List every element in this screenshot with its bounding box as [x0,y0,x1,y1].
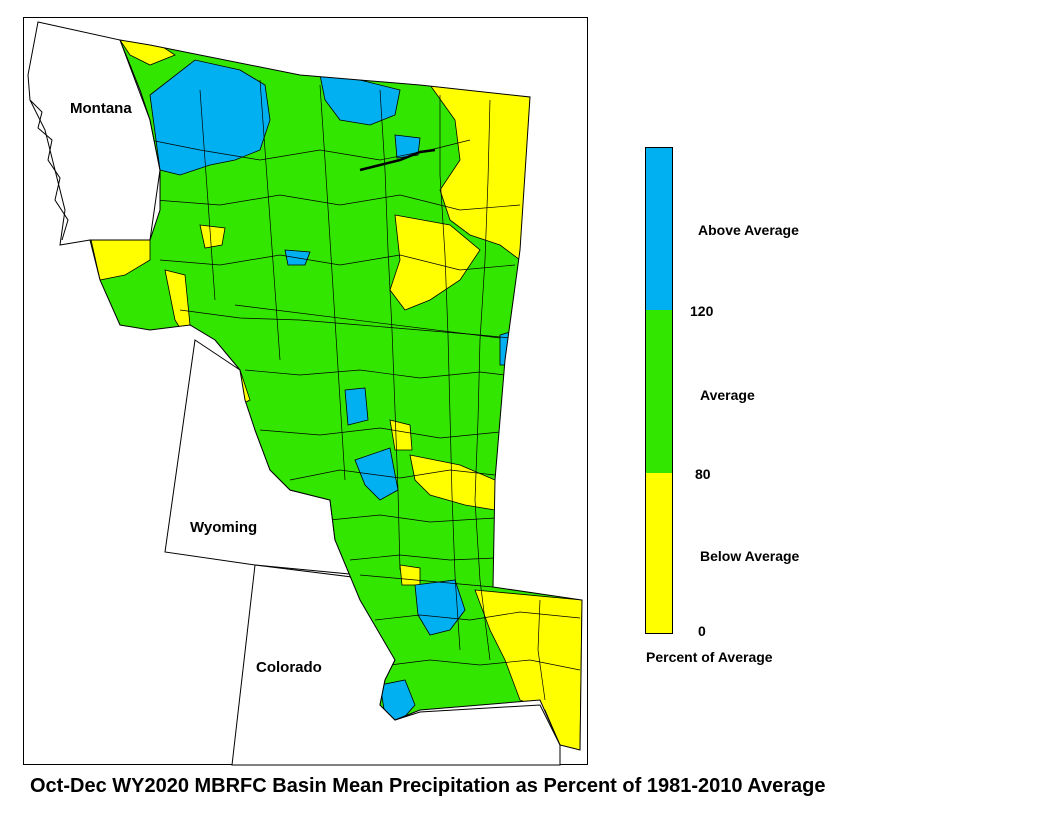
above-central-dot [284,249,311,266]
legend-swatch-above [646,148,672,310]
legend-color-bar [645,147,673,634]
above-wy-south [354,447,399,501]
basin-outline [89,39,583,751]
legend-tick-0: 0 [698,623,706,639]
legend-label-above: Above Average [698,222,799,238]
map-caption: Oct-Dec WY2020 MBRFC Basin Mean Precipit… [30,775,826,797]
state-outlines [27,21,561,766]
legend-tick-120: 120 [690,303,714,319]
above-small-north [394,134,421,159]
legend-title: Percent of Average [646,649,773,665]
legend-tick-80: 80 [695,466,711,482]
legend-swatch-below [646,473,672,633]
above-north-central [319,74,401,126]
basin-boundaries [149,79,581,701]
below-west-patch [199,224,226,249]
legend-label-average: Average [700,387,755,403]
above-wy-central [344,387,369,426]
state-label-montana: Montana [70,100,132,117]
river-line [359,148,436,172]
state-label-colorado: Colorado [256,659,322,676]
above-average-areas [149,59,511,723]
montana-coast-detail [29,99,69,241]
state-label-wyoming: Wyoming [190,519,258,536]
legend-label-below: Below Average [700,548,800,564]
below-central-east [389,214,481,311]
below-small-wy [399,564,421,586]
legend-swatch-average [646,310,672,473]
below-nebraska [409,454,496,511]
